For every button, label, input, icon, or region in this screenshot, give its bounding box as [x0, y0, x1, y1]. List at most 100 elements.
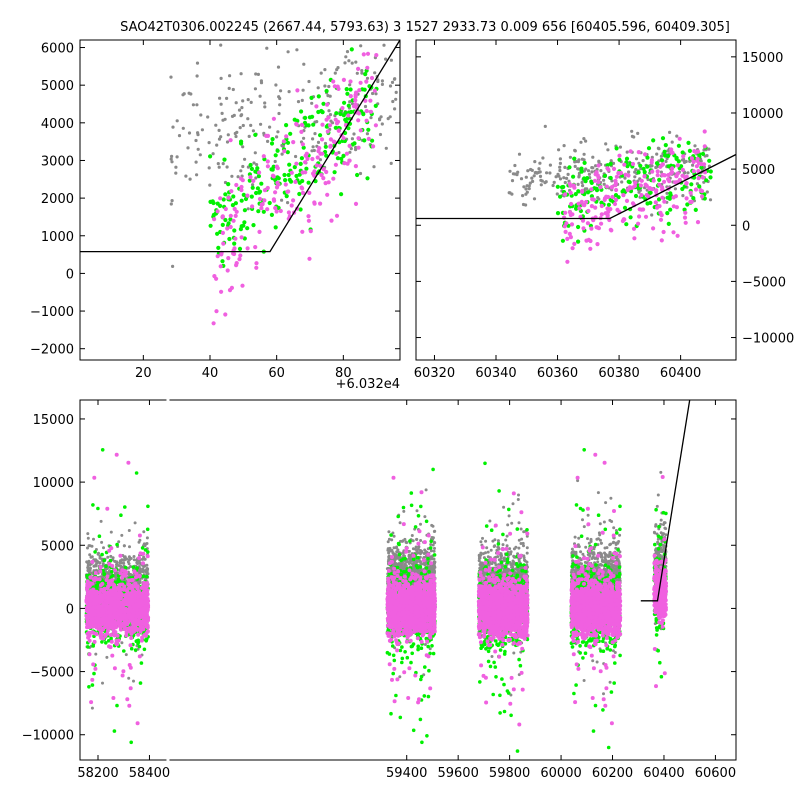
magenta-data-point: [321, 176, 326, 181]
grey-data-point: [238, 126, 242, 130]
green-data-point: [311, 122, 316, 127]
x-tick-label: 60380: [598, 366, 639, 381]
magenta-data-point: [609, 185, 615, 190]
grey-data-point: [532, 174, 536, 178]
magenta-data-point: [691, 169, 696, 174]
magenta-data-point: [613, 197, 619, 202]
magenta-data-point: [265, 164, 270, 169]
grey-data-point: [239, 169, 243, 173]
magenta-data-point: [340, 106, 345, 111]
green-data-point: [571, 174, 576, 179]
magenta-data-point: [133, 603, 138, 608]
grey-data-point: [378, 132, 383, 137]
green-data-point: [223, 217, 228, 223]
magenta-data-point: [91, 662, 96, 667]
green-data-point: [608, 175, 613, 181]
magenta-data-point: [675, 233, 680, 238]
green-data-point: [633, 193, 639, 199]
grey-data-point: [219, 135, 223, 139]
magenta-data-point: [234, 209, 239, 214]
grey-data-point: [659, 170, 664, 174]
grey-data-point: [142, 530, 146, 534]
magenta-data-point: [344, 151, 349, 156]
magenta-data-point: [105, 574, 110, 579]
green-data-point: [222, 157, 227, 162]
magenta-data-point: [248, 175, 253, 180]
grey-data-point: [539, 183, 543, 187]
grey-data-point: [587, 172, 592, 176]
magenta-data-point: [239, 184, 244, 190]
grey-data-point: [169, 157, 173, 161]
magenta-data-point: [331, 139, 336, 144]
magenta-data-point: [106, 606, 111, 610]
magenta-data-point: [625, 188, 630, 193]
green-data-point: [294, 173, 299, 179]
magenta-data-point: [118, 553, 123, 558]
magenta-data-point: [700, 194, 705, 199]
green-data-point: [273, 153, 278, 158]
grey-data-point: [127, 566, 131, 570]
grey-data-point: [507, 191, 511, 195]
grey-data-point: [423, 515, 427, 519]
grey-data-point: [122, 544, 126, 548]
x-tick-label: 60400: [660, 366, 701, 381]
grey-data-point: [538, 170, 542, 174]
green-data-point: [141, 574, 146, 579]
magenta-data-point: [122, 568, 127, 573]
magenta-data-point: [129, 596, 134, 600]
grey-data-point: [217, 128, 221, 132]
magenta-data-point: [299, 122, 305, 127]
grey-data-point: [511, 172, 515, 176]
magenta-data-point: [114, 586, 119, 591]
magenta-data-point: [127, 703, 132, 708]
green-data-point: [699, 165, 704, 170]
grey-data-point: [120, 558, 124, 562]
green-data-point: [339, 192, 344, 197]
green-data-point: [273, 225, 278, 230]
grey-data-point: [215, 143, 219, 147]
grey-data-point: [348, 150, 352, 154]
magenta-data-point: [212, 217, 217, 222]
magenta-data-point: [284, 134, 289, 139]
grey-data-point: [576, 167, 581, 171]
magenta-data-point: [586, 237, 591, 242]
magenta-data-point: [260, 202, 265, 207]
grey-data-point: [237, 108, 242, 112]
magenta-data-point: [347, 143, 352, 148]
magenta-data-point: [321, 167, 326, 172]
magenta-data-point: [347, 158, 352, 163]
magenta-data-point: [610, 194, 615, 200]
green-data-point: [345, 91, 350, 96]
grey-data-point: [327, 109, 331, 113]
magenta-data-point: [356, 145, 361, 150]
grey-data-point: [423, 643, 427, 646]
grey-data-point: [581, 184, 585, 188]
magenta-data-point: [369, 75, 375, 81]
grey-data-point: [280, 152, 284, 156]
magenta-data-point: [89, 700, 94, 705]
magenta-data-point: [141, 561, 145, 566]
magenta-data-point: [358, 128, 363, 133]
magenta-data-point: [363, 98, 368, 103]
grey-data-point: [630, 129, 634, 133]
grey-data-point: [574, 159, 578, 164]
grey-data-point: [86, 536, 90, 540]
grey-data-point: [251, 183, 255, 187]
green-data-point: [102, 558, 107, 563]
magenta-data-point: [318, 201, 323, 206]
green-data-point: [210, 199, 215, 204]
grey-data-point: [386, 117, 390, 121]
magenta-data-point: [606, 167, 611, 172]
grey-data-point: [300, 98, 304, 102]
magenta-data-point: [576, 201, 581, 206]
grey-data-point: [541, 156, 545, 160]
magenta-data-point: [329, 218, 334, 223]
green-data-point: [256, 209, 261, 214]
grey-data-point: [259, 81, 264, 85]
green-data-point: [110, 574, 115, 578]
green-data-point: [269, 167, 274, 172]
grey-data-point: [525, 190, 529, 194]
grey-data-point: [555, 192, 559, 196]
green-data-point: [135, 566, 139, 570]
magenta-data-point: [356, 66, 361, 71]
